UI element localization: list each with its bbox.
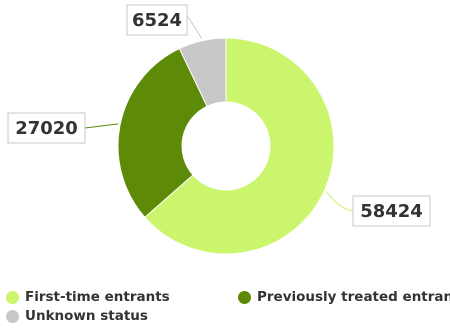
- legend-marker-unknown: [6, 309, 19, 323]
- legend-item-previously-treated[interactable]: Previously treated entrants: [238, 289, 450, 305]
- connectors-group: [84, 15, 354, 212]
- legend-label-unknown: Unknown status: [25, 308, 148, 324]
- legend-item-unknown[interactable]: Unknown status: [6, 308, 238, 324]
- data-label-box-unknown: [126, 4, 188, 36]
- legend-marker-previously-treated: [238, 290, 251, 304]
- slice-previously-treated[interactable]: [117, 47, 208, 218]
- data-label-previously-treated: 27020: [15, 118, 78, 139]
- connector-previously-treated: [84, 123, 119, 129]
- legend-label-first-time: First-time entrants: [25, 289, 170, 305]
- slice-first-time[interactable]: [144, 37, 335, 255]
- data-label-box-previously-treated: [7, 112, 86, 144]
- legend: First-time entrants Previously treated e…: [6, 289, 450, 324]
- data-label-unknown: 6524: [132, 10, 182, 31]
- slices-group: [117, 37, 335, 255]
- legend-item-first-time[interactable]: First-time entrants: [6, 289, 238, 305]
- legend-label-previously-treated: Previously treated entrants: [257, 289, 450, 305]
- legend-marker-first-time: [6, 290, 19, 304]
- slice-unknown[interactable]: [178, 37, 227, 107]
- connector-unknown: [186, 15, 203, 39]
- data-labels-group: 58424 27020 6524: [7, 4, 431, 227]
- data-label-first-time: 58424: [360, 201, 423, 222]
- data-label-box-first-time: [352, 195, 431, 227]
- connector-first-time: [325, 191, 354, 212]
